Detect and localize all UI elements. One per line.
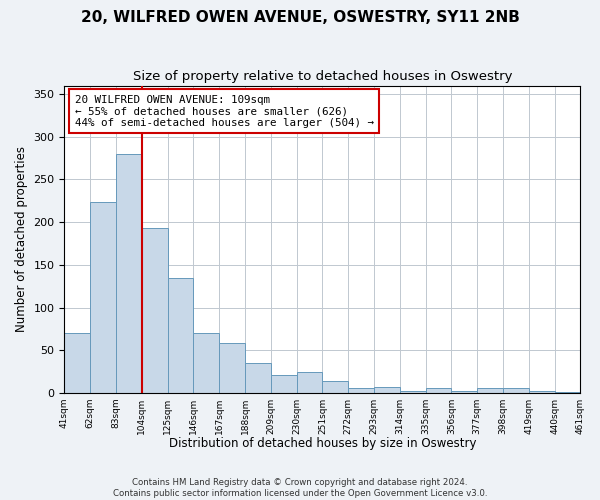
Bar <box>271 375 296 393</box>
Bar <box>425 388 451 393</box>
Bar <box>90 202 116 393</box>
Bar <box>451 392 477 393</box>
Bar <box>193 333 219 393</box>
Bar <box>529 392 554 393</box>
Bar <box>245 363 271 393</box>
Bar <box>348 388 374 393</box>
Text: 20 WILFRED OWEN AVENUE: 109sqm
← 55% of detached houses are smaller (626)
44% of: 20 WILFRED OWEN AVENUE: 109sqm ← 55% of … <box>75 95 374 128</box>
Title: Size of property relative to detached houses in Oswestry: Size of property relative to detached ho… <box>133 70 512 83</box>
Bar <box>503 388 529 393</box>
Bar <box>477 388 503 393</box>
X-axis label: Distribution of detached houses by size in Oswestry: Distribution of detached houses by size … <box>169 437 476 450</box>
Bar <box>400 392 425 393</box>
Bar <box>219 344 245 393</box>
Bar <box>554 392 580 393</box>
Text: 20, WILFRED OWEN AVENUE, OSWESTRY, SY11 2NB: 20, WILFRED OWEN AVENUE, OSWESTRY, SY11 … <box>80 10 520 25</box>
Bar <box>167 278 193 393</box>
Bar <box>142 228 167 393</box>
Y-axis label: Number of detached properties: Number of detached properties <box>15 146 28 332</box>
Bar <box>116 154 142 393</box>
Bar <box>374 387 400 393</box>
Bar <box>296 372 322 393</box>
Bar <box>322 381 348 393</box>
Text: Contains HM Land Registry data © Crown copyright and database right 2024.
Contai: Contains HM Land Registry data © Crown c… <box>113 478 487 498</box>
Bar <box>64 333 90 393</box>
